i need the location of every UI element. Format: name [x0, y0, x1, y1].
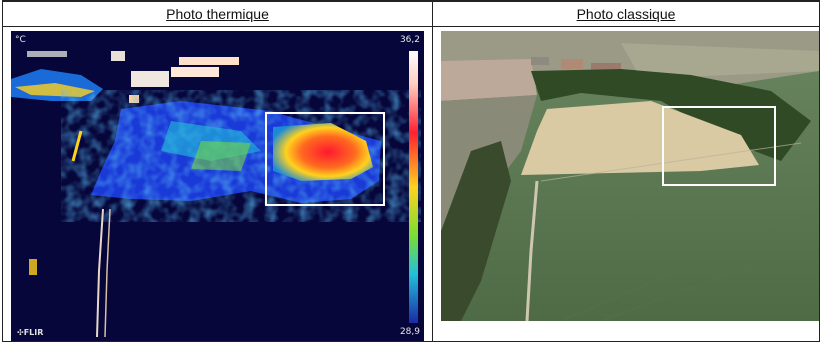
- thermal-column: Photo thermique: [3, 1, 433, 341]
- aerial-photo-image: [441, 31, 819, 321]
- classic-photo-title: Photo classique: [433, 1, 819, 27]
- scale-max-label: 36,2: [399, 35, 420, 45]
- thermal-photo: °C 36,2 28,9 ✣FLIR: [11, 31, 424, 341]
- flir-brand-text: FLIR: [23, 328, 44, 337]
- classic-photo: [441, 31, 819, 321]
- flir-logo: ✣FLIR: [17, 328, 44, 337]
- classic-column: Photo classique: [433, 1, 819, 341]
- temperature-unit-label: °C: [15, 35, 26, 45]
- scale-min-label: 28,9: [399, 327, 420, 337]
- thermal-image: [11, 31, 424, 341]
- thermal-photo-title: Photo thermique: [3, 1, 432, 27]
